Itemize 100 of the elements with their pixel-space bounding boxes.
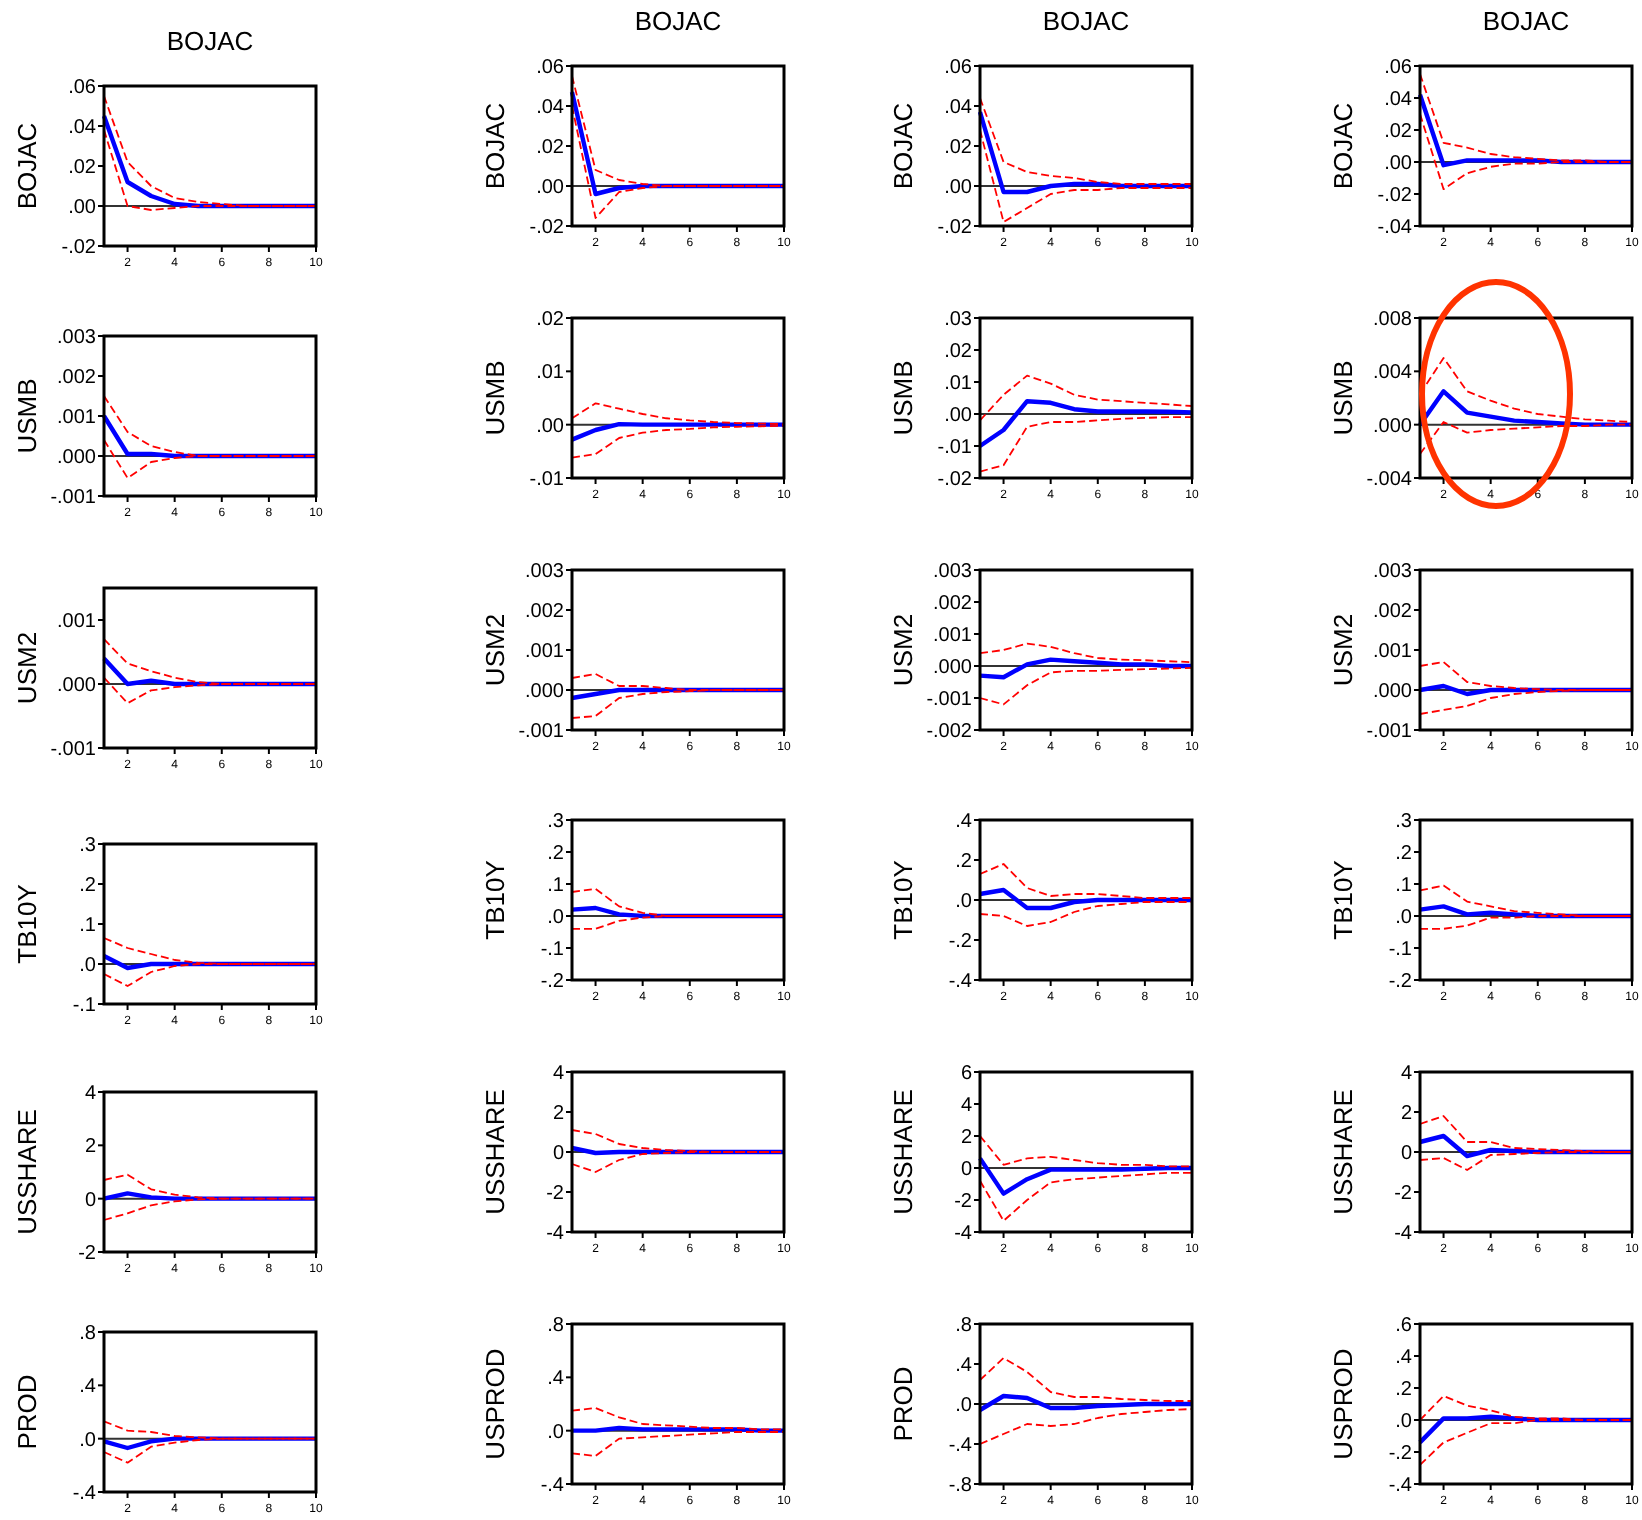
y-axis-title: USM2 <box>12 631 42 705</box>
y-tick-label: -.4 <box>1388 1475 1413 1497</box>
y-axis-title: USSHARE <box>480 1088 510 1215</box>
y-tick-label: -.001 <box>1366 721 1413 743</box>
y-tick-label: .01 <box>536 362 565 385</box>
y-axis-title: USSHARE <box>12 1108 42 1235</box>
y-axis-title: USMB <box>12 378 42 454</box>
y-axis-title: USM2 <box>1328 613 1358 687</box>
y-tick-label: .0 <box>547 1421 565 1444</box>
chart-title: BOJAC <box>634 6 722 36</box>
y-tick-label: .00 <box>536 415 565 438</box>
y-tick-label: .06 <box>536 57 565 79</box>
y-tick-label: .003 <box>933 561 973 583</box>
y-tick-label: .002 <box>933 593 973 615</box>
y-axis-title: PROD <box>12 1374 42 1450</box>
y-tick-label: -.2 <box>1388 1443 1413 1465</box>
y-tick-label: -.001 <box>926 689 973 711</box>
y-axis-title: USMB <box>1328 360 1358 436</box>
y-axis-title: TB10Y <box>1328 859 1358 940</box>
chart-title: BOJAC <box>1482 6 1570 36</box>
y-tick-label: .000 <box>57 675 97 697</box>
y-tick-label: .06 <box>944 57 973 79</box>
y-tick-label: 2 <box>84 1136 97 1159</box>
y-tick-label: .0 <box>955 1395 973 1417</box>
y-tick-label: .001 <box>1373 641 1413 663</box>
y-tick-label: .2 <box>955 851 973 873</box>
y-tick-label: .000 <box>933 657 973 679</box>
y-tick-label: .008 <box>1373 309 1413 331</box>
y-tick-label: .04 <box>536 97 565 119</box>
y-tick-label: -2 <box>1394 1183 1413 1205</box>
y-tick-label: -.4 <box>948 1435 973 1457</box>
y-axis-title: BOJAC <box>1328 102 1358 190</box>
y-tick-label: .04 <box>68 117 97 139</box>
y-tick-label: .00 <box>944 405 973 427</box>
y-tick-label: .004 <box>1373 362 1413 385</box>
y-tick-label: .001 <box>57 611 97 633</box>
y-axis-title: USSHARE <box>1328 1088 1358 1215</box>
y-tick-label: .4 <box>547 1368 565 1391</box>
y-tick-label: .001 <box>933 625 973 647</box>
y-axis-title: USSHARE <box>888 1088 918 1215</box>
y-tick-label: 4 <box>552 1063 565 1085</box>
y-tick-label: 6 <box>960 1063 973 1085</box>
y-tick-label: -.2 <box>540 971 565 993</box>
y-tick-label: .3 <box>79 835 97 857</box>
y-tick-label: 0 <box>84 1189 97 1212</box>
y-tick-label: -.8 <box>948 1475 973 1497</box>
y-tick-label: -2 <box>954 1191 973 1213</box>
y-tick-label: .3 <box>547 811 565 833</box>
y-tick-label: -4 <box>1394 1223 1413 1245</box>
y-tick-label: 2 <box>960 1127 973 1149</box>
y-tick-label: .000 <box>1373 415 1413 438</box>
y-tick-label: .0 <box>79 955 97 977</box>
y-tick-label: 0 <box>960 1159 973 1181</box>
y-tick-label: 0 <box>1400 1143 1413 1165</box>
y-tick-label: -.01 <box>937 437 973 459</box>
y-axis-title: TB10Y <box>888 859 918 940</box>
y-tick-label: .8 <box>79 1323 97 1345</box>
y-tick-label: .0 <box>1395 1411 1413 1433</box>
y-tick-label: .1 <box>79 915 97 937</box>
y-axis-title: TB10Y <box>12 883 42 964</box>
y-axis-title: USMB <box>888 360 918 436</box>
y-tick-label: .1 <box>547 875 565 897</box>
y-tick-label: -.1 <box>540 939 565 961</box>
y-tick-label: .003 <box>57 327 97 349</box>
y-tick-label: .04 <box>1384 89 1413 111</box>
y-tick-label: 2 <box>1400 1103 1413 1125</box>
y-axis-title: BOJAC <box>480 102 510 190</box>
y-tick-label: .0 <box>79 1429 97 1452</box>
y-tick-label: .00 <box>944 177 973 199</box>
y-tick-label: -.02 <box>1377 185 1413 207</box>
y-axis-title: USM2 <box>480 613 510 687</box>
y-tick-label: -.4 <box>72 1483 97 1505</box>
y-tick-label: -.001 <box>50 739 97 761</box>
y-tick-label: 4 <box>84 1083 97 1105</box>
y-tick-label: -2 <box>546 1183 565 1205</box>
y-tick-label: .2 <box>1395 843 1413 865</box>
y-tick-label: 4 <box>1400 1063 1413 1085</box>
y-tick-label: .000 <box>525 681 565 703</box>
y-tick-label: -.02 <box>529 217 565 239</box>
y-tick-label: .4 <box>1395 1347 1413 1369</box>
y-tick-label: -4 <box>954 1223 973 1245</box>
y-tick-label: .0 <box>1395 907 1413 929</box>
y-tick-label: 4 <box>960 1095 973 1117</box>
y-tick-label: .02 <box>68 157 97 179</box>
chart-title: BOJAC <box>1042 6 1130 36</box>
y-tick-label: .4 <box>79 1376 97 1399</box>
y-tick-label: -.02 <box>937 469 973 491</box>
y-tick-label: .2 <box>79 875 97 897</box>
y-tick-label: .02 <box>944 341 973 363</box>
y-tick-label: -.2 <box>948 931 973 953</box>
y-tick-label: .02 <box>536 309 565 331</box>
y-axis-title: USMB <box>480 360 510 436</box>
y-tick-label: -2 <box>78 1243 97 1265</box>
y-tick-label: .00 <box>536 177 565 199</box>
y-tick-label: -.004 <box>1366 469 1413 491</box>
y-tick-label: .001 <box>525 641 565 663</box>
y-tick-label: .00 <box>68 197 97 219</box>
y-tick-label: .000 <box>1373 681 1413 703</box>
y-tick-label: -.02 <box>61 237 97 259</box>
y-axis-title: USPROD <box>1328 1348 1358 1460</box>
